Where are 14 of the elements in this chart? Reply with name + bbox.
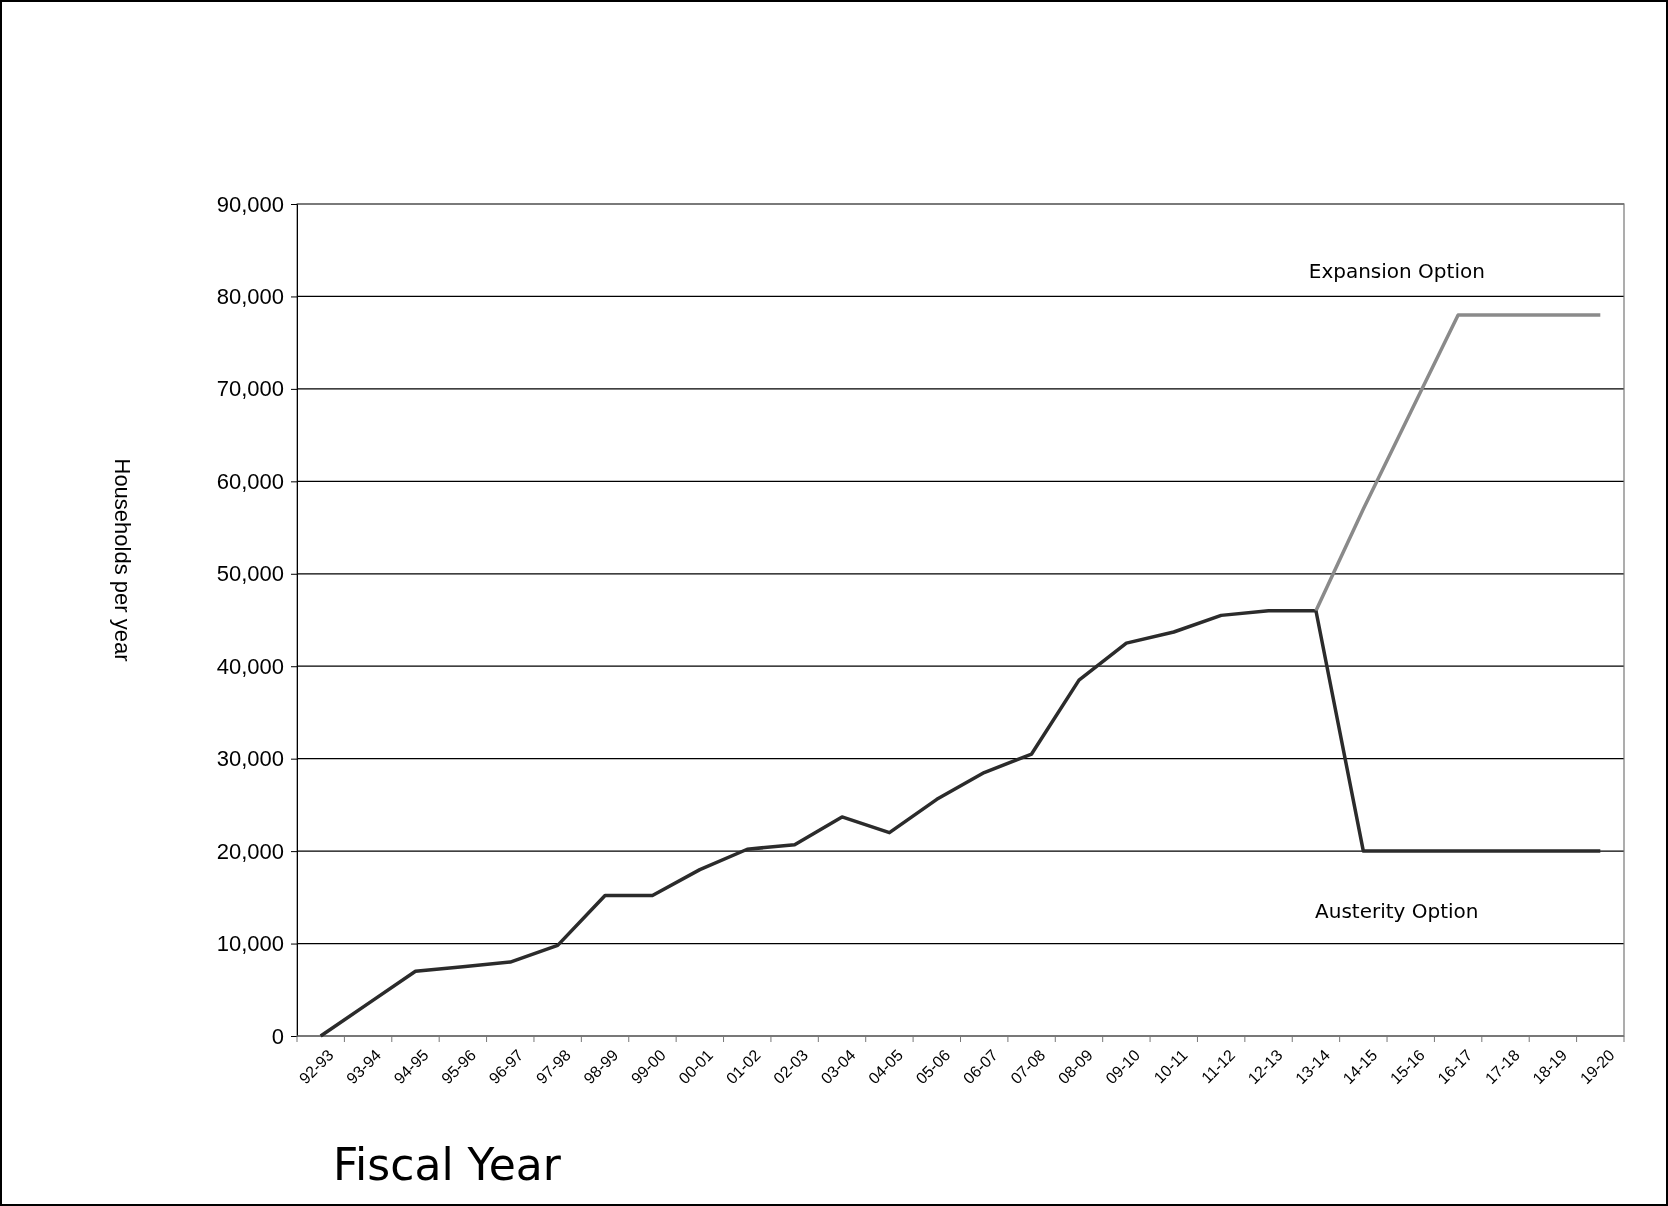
y-tick-label: 50,000	[216, 561, 284, 587]
y-tick-label: 0	[271, 1023, 284, 1049]
text: Austerity Option	[1315, 899, 1479, 924]
y-axis-title: Households per year	[110, 458, 135, 662]
series-label: Expansion Option	[1308, 258, 1485, 283]
x-axis-title: Fiscal Year	[333, 1139, 562, 1190]
y-tick-label: 80,000	[216, 283, 284, 309]
y-tick-label: 10,000	[216, 931, 284, 957]
y-tick-label: 30,000	[216, 746, 284, 772]
y-tick-label: 60,000	[216, 468, 284, 494]
y-tick-label: 20,000	[216, 838, 284, 864]
y-tick-label: 40,000	[216, 653, 284, 679]
y-tick-label: 90,000	[216, 191, 284, 217]
y-tick-label: 70,000	[216, 376, 284, 402]
